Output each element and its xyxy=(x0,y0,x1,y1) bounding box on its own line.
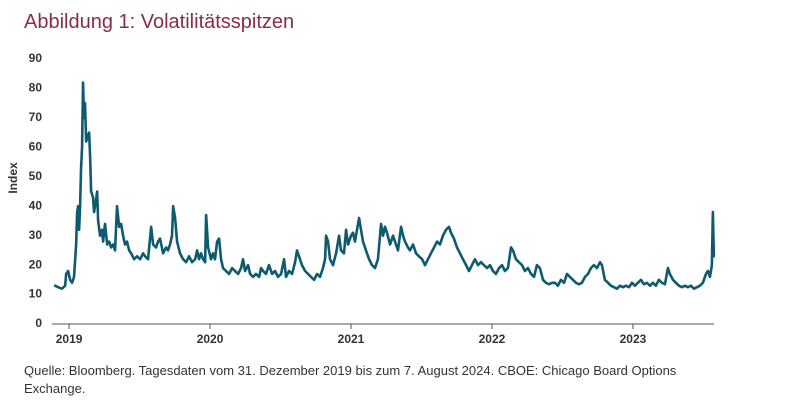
x-tick-label: 2021 xyxy=(338,332,365,346)
y-tick-label: 70 xyxy=(29,110,43,124)
x-tick-label: 2019 xyxy=(56,332,83,346)
y-tick-label: 90 xyxy=(29,51,43,65)
source-line: Exchange. xyxy=(24,381,85,396)
y-tick-label: 20 xyxy=(29,257,43,271)
x-tick-label: 2022 xyxy=(479,332,506,346)
line-series xyxy=(53,81,716,290)
x-tick-label: 2023 xyxy=(620,332,647,346)
y-tick-label: 60 xyxy=(29,140,43,154)
y-axis-label: Index xyxy=(6,162,20,194)
y-tick-label: 80 xyxy=(29,81,43,95)
y-tick-label: 10 xyxy=(29,287,43,301)
y-tick-label: 0 xyxy=(35,316,42,330)
y-tick-label: 40 xyxy=(29,198,43,212)
y-tick-label: 30 xyxy=(29,228,43,242)
chart-title: Abbildung 1: Volatilitätsspitzen xyxy=(24,11,294,33)
source-line: Quelle: Bloomberg. Tagesdaten vom 31. De… xyxy=(24,363,677,378)
x-tick-label: 2020 xyxy=(197,332,224,346)
y-tick-label: 50 xyxy=(29,169,43,183)
